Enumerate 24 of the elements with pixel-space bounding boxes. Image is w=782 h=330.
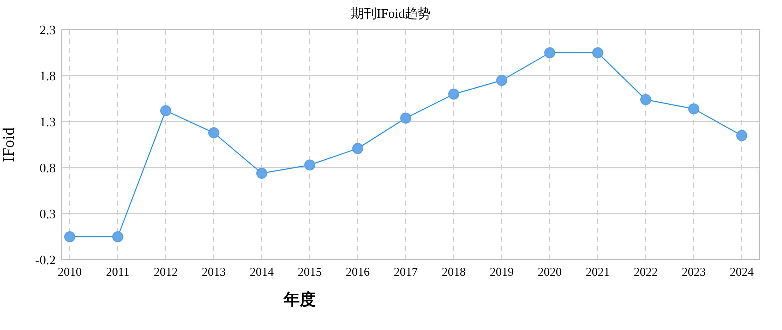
x-tick-label: 2021 bbox=[586, 265, 610, 279]
x-tick-label: 2015 bbox=[298, 265, 322, 279]
x-tick-label: 2013 bbox=[202, 265, 226, 279]
y-axis-title: IFoid bbox=[1, 128, 18, 162]
x-tick-label: 2017 bbox=[394, 265, 418, 279]
x-tick-label: 2022 bbox=[634, 265, 658, 279]
x-tick-label: 2014 bbox=[250, 265, 274, 279]
x-tick-label: 2020 bbox=[538, 265, 562, 279]
x-tick-label: 2024 bbox=[730, 265, 754, 279]
x-tick-label: 2018 bbox=[442, 265, 466, 279]
x-axis-title: 年度 bbox=[283, 290, 316, 309]
x-tick-label: 2019 bbox=[490, 265, 514, 279]
x-tick-label: 2010 bbox=[58, 265, 82, 279]
y-tick-label: 2.3 bbox=[40, 22, 56, 38]
x-tick-label: 2016 bbox=[346, 265, 370, 279]
y-tick-label: 1.3 bbox=[40, 114, 56, 130]
x-tick-label: 2012 bbox=[154, 265, 178, 279]
y-tick-label: -0.2 bbox=[35, 252, 56, 268]
y-tick-label: 0.8 bbox=[40, 160, 56, 176]
y-tick-label: 1.8 bbox=[40, 68, 56, 84]
chart-title: 期刊IFoid趋势 bbox=[350, 6, 432, 21]
x-tick-label: 2023 bbox=[682, 265, 706, 279]
y-tick-label: 0.3 bbox=[40, 206, 56, 222]
x-tick-label: 2011 bbox=[106, 265, 130, 279]
